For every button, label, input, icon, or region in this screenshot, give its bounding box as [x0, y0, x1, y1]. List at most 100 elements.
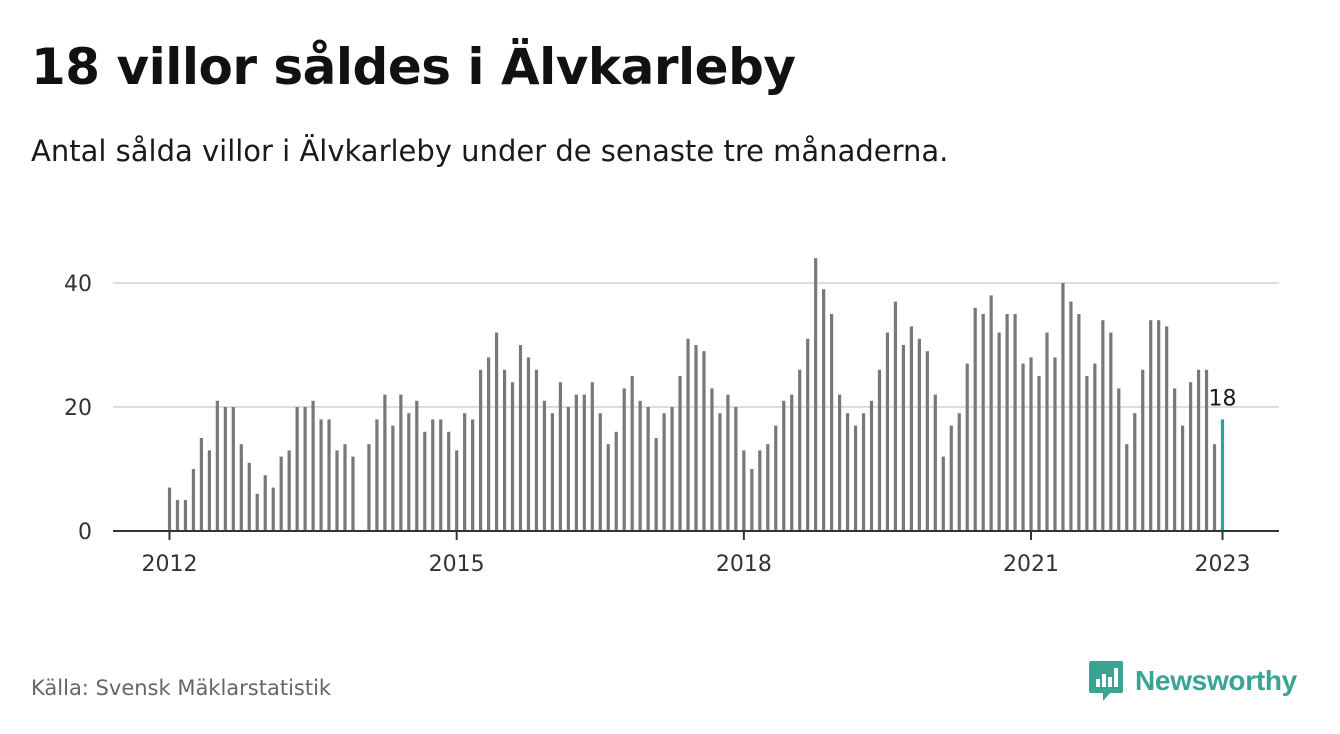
bar	[814, 258, 818, 531]
bar	[239, 444, 243, 531]
bar	[742, 450, 746, 531]
bar	[1021, 363, 1025, 531]
bar	[391, 425, 395, 531]
bar	[1085, 376, 1089, 531]
bar	[415, 400, 419, 531]
x-tick-label: 2018	[716, 552, 772, 577]
bar	[471, 419, 475, 531]
x-tick-label: 2012	[142, 552, 198, 577]
bar	[534, 369, 539, 531]
bar	[1093, 363, 1097, 531]
bar	[255, 493, 259, 531]
bar	[861, 413, 866, 531]
bar	[279, 456, 283, 531]
bar	[582, 394, 586, 531]
bar	[526, 357, 531, 531]
labels: 0 20 40 2012 2015 2018 2021 2023 18	[64, 272, 1251, 577]
bar	[710, 388, 714, 531]
bar	[1133, 413, 1137, 531]
bar	[383, 394, 387, 531]
axes	[113, 530, 1279, 540]
bar	[1125, 444, 1129, 531]
bar	[646, 407, 650, 531]
newsworthy-logo-icon	[1089, 661, 1123, 701]
bar	[989, 295, 993, 531]
bar	[463, 413, 467, 531]
bar	[806, 338, 810, 531]
bar	[199, 438, 204, 531]
bar	[949, 425, 953, 531]
bar	[447, 431, 451, 531]
bar	[853, 425, 858, 531]
bar	[311, 400, 315, 531]
y-tick-label: 20	[64, 396, 92, 421]
bar	[351, 456, 355, 531]
bar	[566, 407, 570, 531]
bar	[263, 475, 267, 531]
bar	[774, 425, 778, 531]
bar	[678, 376, 682, 531]
y-tick-label: 0	[78, 520, 92, 545]
bar	[734, 407, 738, 531]
bar	[550, 413, 555, 531]
brand[interactable]: Newsworthy	[1088, 659, 1297, 703]
x-tick-label: 2023	[1195, 552, 1251, 577]
bar	[486, 357, 491, 531]
bar	[830, 314, 834, 531]
bar	[598, 413, 602, 531]
bar	[367, 444, 371, 531]
chart-subtitle: Antal sålda villor i Älvkarleby under de…	[31, 134, 949, 168]
bar	[869, 400, 874, 531]
bar	[941, 456, 945, 531]
bar	[1061, 283, 1065, 531]
bar	[822, 289, 826, 531]
bar	[917, 338, 921, 531]
bar-chart: 0 20 40 2012 2015 2018 2021 2023 18	[64, 258, 1279, 577]
bar	[1069, 301, 1073, 531]
data-label-latest: 18	[1209, 386, 1237, 411]
bar	[327, 419, 331, 531]
bar	[1005, 314, 1009, 531]
bar	[479, 369, 483, 531]
bar	[933, 394, 937, 531]
bar	[231, 407, 235, 531]
bar	[782, 400, 786, 531]
bar	[614, 431, 618, 531]
bar	[837, 394, 842, 531]
bar	[1045, 332, 1049, 531]
bar	[885, 332, 890, 531]
bar	[558, 382, 562, 531]
bar	[319, 419, 323, 531]
bar	[574, 394, 578, 531]
x-tick-label: 2015	[429, 552, 485, 577]
bar	[247, 462, 251, 531]
bar	[606, 444, 610, 531]
bar	[215, 400, 219, 531]
bar	[303, 407, 307, 531]
bar	[1204, 369, 1209, 531]
y-tick-label: 40	[64, 272, 92, 297]
source-note: Källa: Svensk Mäklarstatistik	[31, 676, 332, 700]
bar	[455, 450, 459, 531]
bars	[167, 258, 1225, 531]
bar	[981, 314, 985, 531]
bar	[718, 413, 722, 531]
bar	[502, 369, 507, 531]
bar	[439, 419, 443, 531]
bar	[295, 407, 299, 531]
bar	[431, 419, 435, 531]
bar	[630, 376, 634, 531]
bar	[518, 345, 523, 531]
bar	[758, 450, 762, 531]
bar	[790, 394, 794, 531]
bar	[845, 413, 850, 531]
bar	[1037, 376, 1041, 531]
bar	[375, 419, 379, 531]
bar	[191, 469, 196, 531]
bar	[750, 469, 754, 531]
bar	[423, 431, 427, 531]
bar	[494, 332, 499, 531]
bar	[399, 394, 403, 531]
bar	[1157, 320, 1161, 531]
bar	[407, 413, 411, 531]
